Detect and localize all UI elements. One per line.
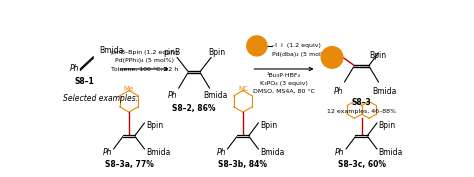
Text: Bmida: Bmida [373, 87, 397, 96]
Text: Ph: Ph [70, 64, 80, 73]
Text: 12 examples, 46–88%: 12 examples, 46–88% [327, 109, 396, 114]
Text: DMSO, MS4A, 80 °C: DMSO, MS4A, 80 °C [253, 89, 315, 94]
Circle shape [321, 47, 343, 68]
Text: S8–3c, 60%: S8–3c, 60% [337, 160, 385, 169]
Text: Bpin: Bpin [146, 121, 163, 130]
Text: pinB: pinB [163, 48, 180, 57]
Text: S8–3a, 77%: S8–3a, 77% [105, 160, 154, 169]
Text: Bpin: Bpin [379, 121, 396, 130]
Text: Pd(PPh₃)₄ (5 mol%): Pd(PPh₃)₄ (5 mol%) [115, 58, 174, 63]
Text: ¹Bu₃P·HBF₄: ¹Bu₃P·HBF₄ [267, 73, 301, 78]
Text: NC: NC [238, 86, 248, 92]
Text: Bmida: Bmida [260, 148, 284, 157]
Text: Pd(dba)₂ (5 mol%): Pd(dba)₂ (5 mol%) [273, 52, 329, 57]
Circle shape [247, 36, 267, 56]
Text: Ph: Ph [168, 92, 177, 100]
Text: Bpin: Bpin [260, 121, 277, 130]
Text: S8–2, 86%: S8–2, 86% [173, 104, 216, 113]
Text: Me: Me [124, 86, 134, 92]
Text: Bmida: Bmida [379, 148, 403, 157]
Text: Ph: Ph [102, 148, 112, 157]
Text: Bmida: Bmida [146, 148, 171, 157]
Text: Bmida: Bmida [204, 92, 228, 100]
Text: Ph: Ph [334, 87, 343, 96]
Text: –I  I  (1.2 equiv): –I I (1.2 equiv) [273, 43, 321, 48]
Text: pinB–Bpin (1.2 equiv): pinB–Bpin (1.2 equiv) [111, 50, 178, 55]
Text: Bpin: Bpin [369, 51, 386, 60]
Text: Selected examples:: Selected examples: [63, 94, 138, 103]
Text: S8–3: S8–3 [352, 98, 371, 107]
Text: Bpin: Bpin [208, 48, 225, 57]
Text: Ph: Ph [335, 148, 345, 157]
Text: Ph: Ph [216, 148, 226, 157]
Text: S8–1: S8–1 [74, 77, 94, 86]
Text: S8–3b, 84%: S8–3b, 84% [219, 160, 267, 169]
Text: Bmida: Bmida [100, 46, 124, 55]
Text: K₃PO₄ (3 equiv): K₃PO₄ (3 equiv) [260, 81, 308, 86]
Text: Toluene, 100 °C, 12 h: Toluene, 100 °C, 12 h [111, 67, 178, 72]
